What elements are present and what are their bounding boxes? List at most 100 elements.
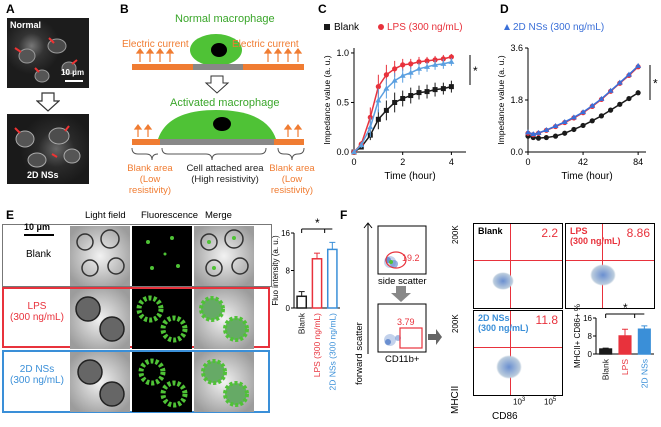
bar	[637, 328, 651, 355]
cd86-axis-label: CD86	[492, 411, 518, 422]
legend-marker-blank	[324, 24, 330, 30]
flow-lps-label-2: (300 ng/mL)	[570, 236, 621, 246]
blank-area-left-2: (Low resistivity)	[128, 174, 172, 196]
row-label-ns-2: (300 ng/mL)	[10, 375, 64, 386]
sig-star: *	[315, 216, 320, 230]
panel-label-f: F	[340, 208, 348, 222]
data-point	[416, 65, 423, 71]
data-point	[617, 101, 623, 107]
y-tick-label: 1.0	[336, 48, 349, 58]
flow-ns-label: 2D NSs (300 ng/mL)	[478, 313, 529, 333]
scale-bar-e-label: 10 μm	[24, 222, 51, 232]
y-tick-label: 16	[281, 229, 290, 238]
cell-area-2: (High resistivity)	[191, 174, 259, 185]
micrograph-2dns: 2D NSs	[7, 114, 89, 184]
y-tick-label: 1.8	[510, 95, 523, 105]
row-blank-box	[2, 224, 272, 287]
panel-label-b: B	[120, 2, 129, 16]
bar-label: Blank	[297, 312, 307, 334]
x-axis-label: Time (hour)	[384, 171, 435, 182]
data-point	[525, 129, 531, 135]
data-point	[635, 90, 641, 96]
y-tick-label: 0	[286, 304, 291, 313]
data-point	[543, 127, 550, 133]
data-point	[580, 122, 586, 129]
y-tick-label: 0.5	[336, 97, 349, 107]
bar	[618, 335, 632, 355]
data-point	[598, 95, 605, 101]
data-point	[616, 79, 623, 85]
data-point	[375, 97, 382, 103]
data-point	[530, 131, 537, 137]
arrow-down-icon	[36, 92, 60, 112]
flow-x-tick-1-exp: 3	[521, 397, 526, 403]
data-point	[432, 61, 439, 67]
panel-label-d: D	[500, 2, 509, 16]
gate-vline	[510, 224, 511, 308]
dot-cloud	[590, 264, 616, 286]
scale-bar-label: 10 μm	[61, 68, 85, 77]
data-point	[399, 72, 406, 78]
flow-ns-label-1: 2D NSs	[478, 313, 510, 323]
x-tick-label: 4	[449, 157, 454, 167]
x-tick-label: 42	[578, 157, 588, 167]
bar	[311, 258, 323, 309]
flow-y-tick-1: 200K	[451, 225, 460, 244]
flow-x-tick-2-exp: 5	[552, 397, 557, 403]
schematic-b	[131, 34, 305, 161]
bar	[296, 295, 308, 309]
flow-blank-value: 2.2	[541, 226, 558, 240]
y-axis-label: Fluo intensity (a. u.)	[271, 235, 280, 306]
row-label-blank: Blank	[26, 249, 52, 260]
data-point	[598, 113, 605, 119]
data-point	[580, 109, 587, 115]
legend-marker-lps	[378, 24, 384, 30]
x-tick-label: 84	[633, 157, 643, 167]
row-label-ns: 2D NSs (300 ng/mL)	[8, 364, 66, 386]
y-axis-label: MHCII+ CD86+ %	[573, 304, 582, 368]
data-point	[561, 118, 568, 124]
blank-area-right-1: Blank area	[269, 163, 315, 174]
legend-label-ns: 2D NSs (300 ng/mL)	[513, 22, 604, 33]
bar-label: LPS	[620, 359, 630, 375]
bar	[599, 348, 613, 355]
flow-lps-value: 8.86	[626, 226, 650, 240]
gate-hline	[474, 347, 562, 348]
data-point	[448, 84, 454, 90]
data-point	[448, 58, 455, 64]
data-point	[424, 58, 430, 64]
data-point	[358, 142, 365, 148]
data-point	[383, 85, 390, 91]
y-tick-label: 0.0	[336, 147, 349, 157]
data-point	[625, 71, 632, 77]
data-point	[383, 107, 389, 113]
data-point	[543, 134, 549, 141]
micrograph-normal: Normal 10 μm	[7, 18, 89, 88]
col-header-merge: Merge	[205, 210, 232, 221]
data-point	[400, 62, 406, 68]
flow-ns-label-2: (300 ng/mL)	[478, 323, 529, 333]
data-point	[635, 62, 642, 68]
y-tick-label: 3.6	[510, 43, 523, 53]
y-tick-label: 16	[583, 314, 592, 323]
flow-blank-label: Blank	[478, 226, 503, 236]
data-point	[408, 93, 414, 99]
data-point	[570, 114, 577, 120]
data-point	[552, 133, 559, 139]
data-point	[626, 95, 632, 102]
mhcii-axis-label: MHCII	[450, 385, 461, 414]
col-header-light: Light field	[85, 210, 126, 221]
data-point	[448, 54, 454, 60]
legend-label-blank: Blank	[334, 22, 360, 33]
flow-x-tick-2-base: 10	[544, 397, 553, 407]
data-point	[535, 129, 542, 135]
row-label-lps-2: (300 ng/mL)	[10, 312, 64, 323]
data-point	[424, 89, 430, 95]
gate-vline	[510, 311, 511, 395]
data-point	[571, 126, 577, 133]
cd11b-label: CD11b+	[385, 354, 420, 365]
electric-current-left: Electric current	[122, 39, 189, 50]
data-point	[552, 123, 559, 128]
x-tick-label: 2	[400, 157, 405, 167]
micrograph-normal-label: Normal	[10, 20, 42, 30]
